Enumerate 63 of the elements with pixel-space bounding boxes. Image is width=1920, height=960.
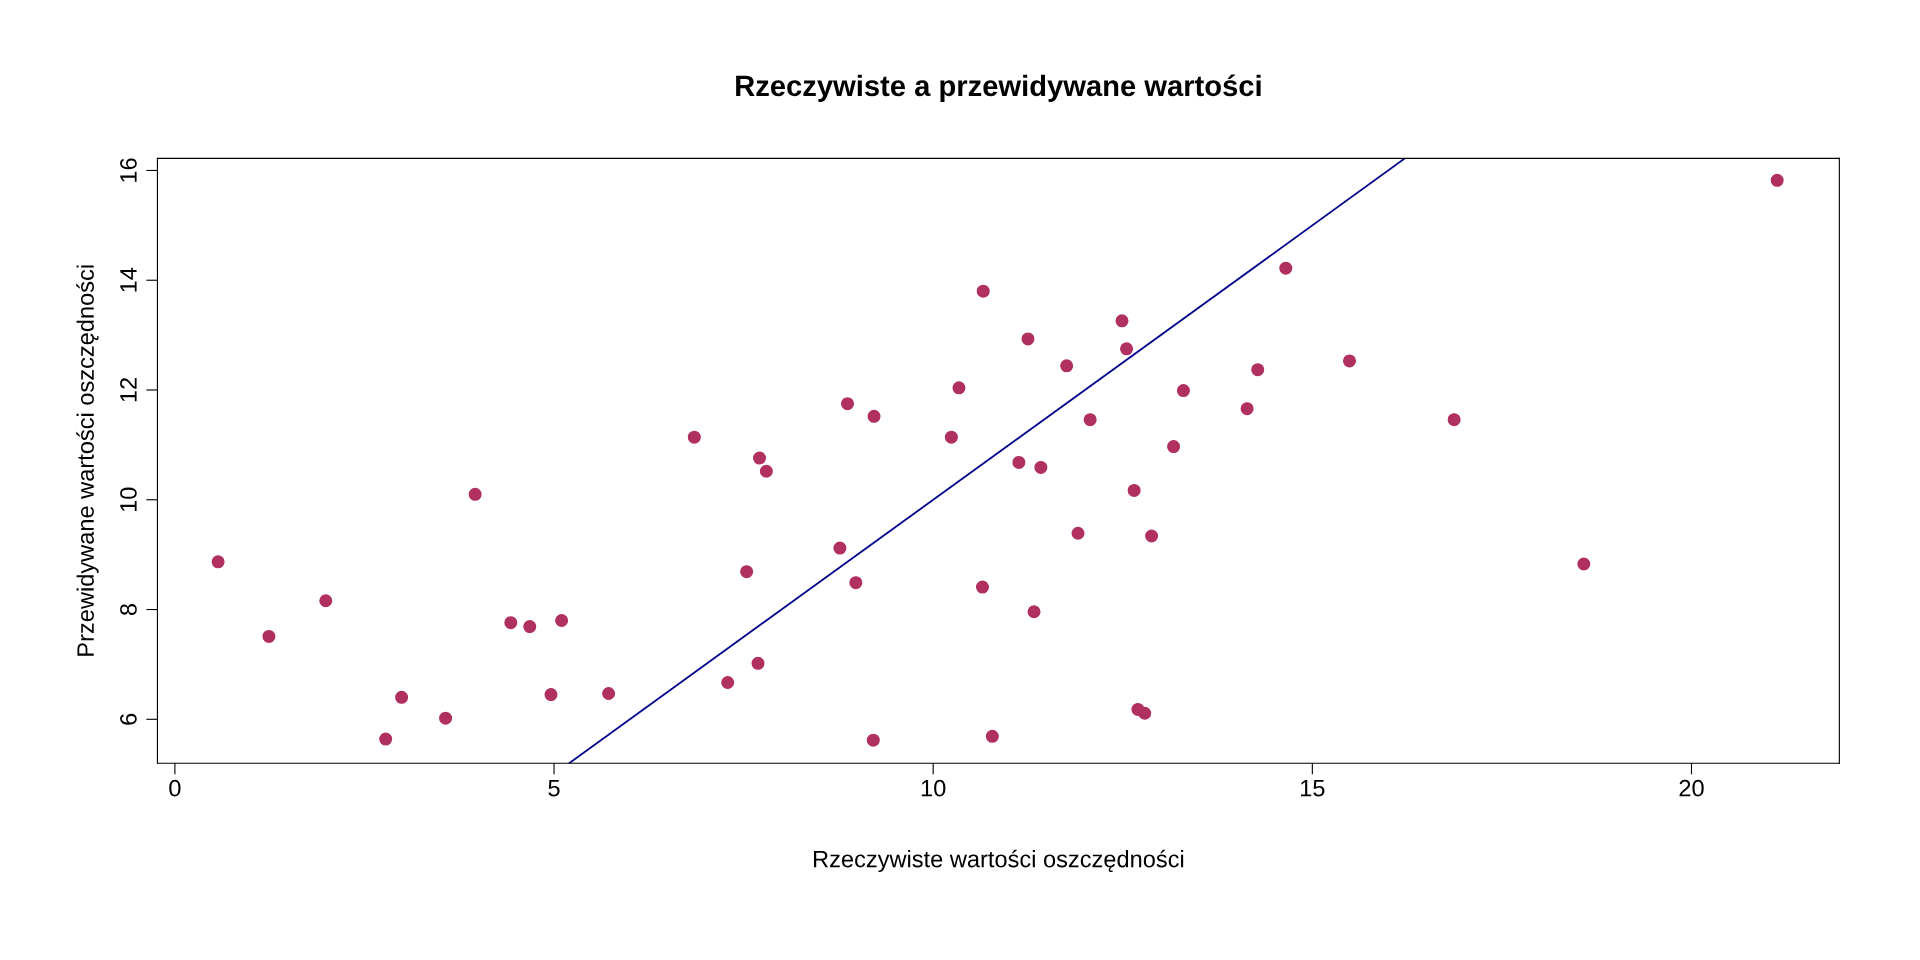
point: [379, 732, 393, 746]
point: [523, 620, 537, 634]
point: [468, 487, 482, 501]
point: [1120, 342, 1134, 356]
point: [1279, 261, 1293, 275]
point: [1577, 557, 1591, 571]
point: [544, 688, 558, 702]
y-tick-label: 14: [120, 267, 137, 292]
point: [833, 541, 847, 555]
y-tick-label: 6: [120, 713, 137, 725]
point: [211, 555, 225, 569]
point: [1115, 314, 1129, 328]
point: [1138, 706, 1152, 720]
y-tick-label: 16: [120, 158, 137, 182]
x-tick-label: 20: [1679, 779, 1704, 797]
point: [1240, 402, 1254, 416]
point: [1012, 455, 1026, 469]
point: [439, 711, 453, 725]
y-tick-label: 10: [120, 487, 137, 512]
point: [740, 565, 754, 579]
point: [555, 614, 569, 628]
point: [1027, 605, 1041, 619]
point: [602, 686, 616, 701]
point: [1176, 384, 1190, 398]
y-axis-title: Przewidywane wartości oszczędności: [76, 265, 99, 656]
point: [849, 576, 863, 590]
point: [1127, 483, 1141, 497]
x-tick-label: 0: [169, 779, 181, 797]
point: [1083, 413, 1097, 427]
point: [1071, 526, 1085, 540]
point: [687, 430, 701, 444]
point: [1447, 413, 1461, 427]
point: [753, 451, 767, 465]
point: [1770, 173, 1784, 187]
point: [751, 656, 765, 670]
y-tick-label: 8: [120, 603, 137, 616]
x-axis-title: Rzeczywiste wartości oszczędności: [814, 849, 1184, 873]
point: [840, 397, 855, 411]
point: [395, 690, 409, 704]
point: [504, 616, 518, 630]
point: [1060, 359, 1074, 373]
point: [975, 580, 989, 594]
point: [1145, 529, 1159, 543]
point: [721, 676, 735, 690]
x-tick-label: 5: [548, 780, 560, 797]
point: [985, 729, 999, 743]
point: [1251, 363, 1265, 377]
y-tick-label: 12: [120, 378, 137, 402]
point: [867, 409, 881, 423]
point: [759, 464, 773, 478]
x-tick-label: 10: [921, 779, 946, 797]
point: [952, 381, 966, 395]
point: [262, 629, 276, 643]
point: [976, 284, 990, 298]
point: [866, 733, 880, 747]
point: [1167, 440, 1181, 454]
chart-title: Rzeczywiste a przewidywane wartości: [736, 74, 1261, 102]
x-tick-label: 15: [1301, 780, 1325, 797]
point: [1021, 332, 1035, 346]
point: [319, 594, 333, 608]
point: [1034, 460, 1048, 474]
point: [1342, 354, 1356, 368]
point: [944, 430, 958, 444]
